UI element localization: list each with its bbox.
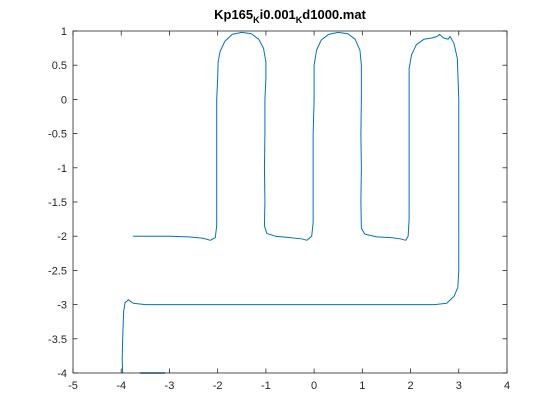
x-tick-label: -1	[261, 380, 271, 392]
x-tick-label: -2	[213, 380, 223, 392]
y-tick-label: -1.5	[48, 197, 67, 209]
title-segment: Kp165	[214, 7, 253, 22]
y-tick-label: -3.5	[48, 334, 67, 346]
x-tick-label: 0	[311, 380, 317, 392]
x-tick-label: 2	[407, 380, 413, 392]
y-tick-label: -0.5	[48, 129, 67, 141]
title-segment: d1000.mat	[302, 7, 366, 22]
title-segment: i0.001	[260, 7, 296, 22]
plot-area: -5 -4 -3 -2 -1 0 1 2 3 4 10.50-0.5-1-1.5-2-2.5-3-…	[48, 26, 510, 392]
x-tick-label: -3	[165, 380, 175, 392]
y-tick-label: -2.5	[48, 265, 67, 277]
x-tick-label: 3	[456, 380, 462, 392]
y-tick-label: -2	[57, 231, 67, 243]
x-tick-label: -5	[68, 380, 78, 392]
x-tick-label: 1	[359, 380, 365, 392]
y-tick-label: -3	[57, 300, 67, 312]
x-tick-label: 4	[504, 380, 510, 392]
axes-background	[73, 31, 507, 373]
y-tick-label: 1	[61, 26, 67, 38]
y-tick-label: -1	[57, 163, 67, 175]
x-tick-label: -4	[116, 380, 126, 392]
y-tick-label: 0	[61, 94, 67, 106]
y-tick-label: -4	[57, 368, 67, 380]
y-tick-label: 0.5	[52, 60, 67, 72]
